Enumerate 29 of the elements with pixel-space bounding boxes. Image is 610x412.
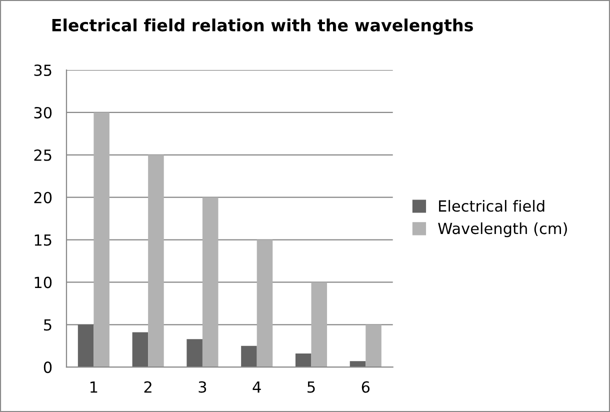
y-tick-label: 15 [34, 234, 52, 246]
x-tick-label: 6 [362, 381, 370, 393]
bar [366, 324, 382, 368]
x-tick-label: 4 [252, 381, 261, 393]
y-tick-label: 20 [34, 192, 52, 204]
bar [311, 282, 328, 368]
chart-title: Electrical field relation with the wavelengths [52, 18, 473, 35]
bar [350, 361, 366, 368]
legend-label: Electrical field [439, 200, 544, 212]
bar [295, 354, 312, 368]
bar [256, 240, 273, 368]
bar [241, 346, 257, 368]
bar [202, 197, 218, 368]
legend-label: Wavelength (cm) [438, 222, 567, 238]
y-tick-label: 5 [44, 319, 52, 331]
bar [186, 339, 202, 368]
x-tick-label: 1 [90, 381, 98, 393]
bar [78, 324, 94, 368]
y-tick-label: 30 [34, 106, 52, 118]
bar [148, 154, 164, 368]
bar [132, 332, 148, 368]
x-tick-label: 2 [144, 381, 152, 393]
x-tick-label: 3 [198, 381, 206, 393]
y-tick-label: 25 [34, 149, 52, 161]
y-tick-label: 0 [44, 362, 52, 374]
y-tick-label: 10 [34, 276, 52, 288]
y-tick-label: 35 [34, 64, 52, 76]
bar [94, 112, 110, 368]
x-tick-label: 5 [308, 381, 315, 393]
